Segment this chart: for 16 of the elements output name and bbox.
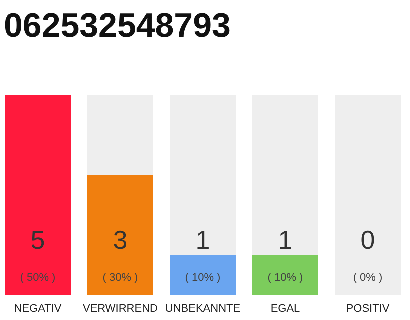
data-label: 1 xyxy=(278,225,293,255)
annotation: ( 30% ) xyxy=(102,272,138,284)
x-tick-label: POSITIV xyxy=(346,303,390,315)
annotation: ( 10% ) xyxy=(268,272,304,284)
annotation: ( 0% ) xyxy=(353,272,383,284)
data-label: 3 xyxy=(113,225,128,255)
x-tick-label: NEGATIV xyxy=(14,303,62,315)
data-label: 5 xyxy=(30,225,46,255)
annotation: 0 xyxy=(360,225,376,255)
data-label: 1 xyxy=(196,225,210,255)
x-tick-label: VERWIRREND xyxy=(83,303,158,315)
x-tick-label: EGAL xyxy=(270,303,300,315)
annotation: ( 10% ) xyxy=(185,272,221,284)
chart-title: 062532548793 xyxy=(4,7,231,45)
annotation: ( 50% ) xyxy=(20,272,56,284)
x-tick-label: UNBEKANNTE xyxy=(165,303,241,315)
